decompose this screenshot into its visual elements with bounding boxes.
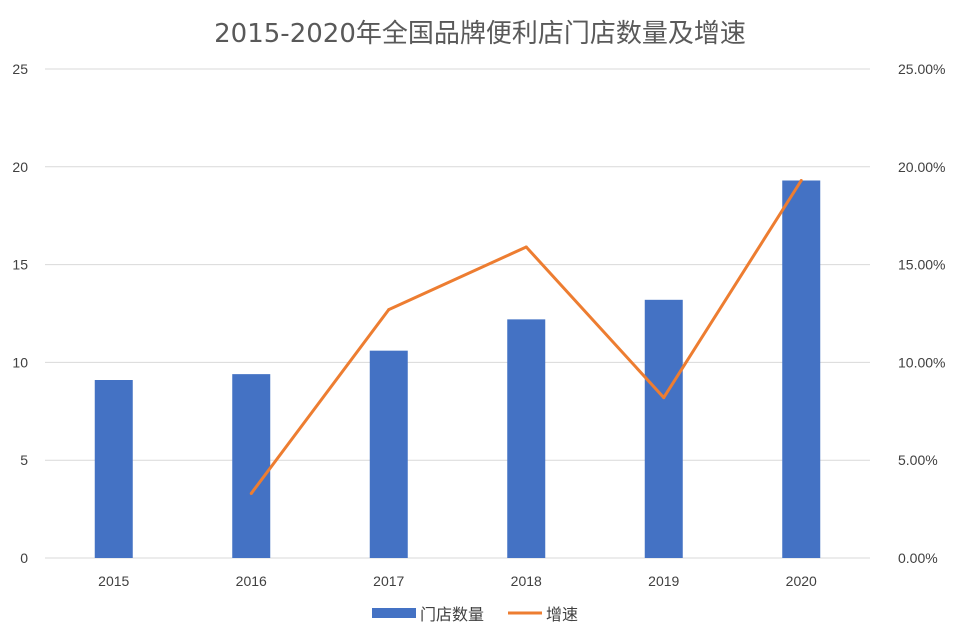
left-tick-label: 0 <box>20 550 28 566</box>
bar-series <box>94 180 821 558</box>
line-point <box>387 308 391 312</box>
line-point <box>249 491 253 495</box>
line-point <box>524 245 528 249</box>
left-tick-label: 25 <box>12 61 28 77</box>
right-tick-label: 20.00% <box>898 159 945 175</box>
x-tick-label: 2015 <box>98 573 129 589</box>
line-point <box>799 178 803 182</box>
right-tick-label: 10.00% <box>898 354 945 370</box>
x-axis-ticks: 2015 2016 2017 2018 2019 2020 <box>98 573 817 589</box>
left-tick-label: 20 <box>12 159 28 175</box>
right-tick-label: 25.00% <box>898 61 945 77</box>
bar <box>782 180 821 558</box>
bar <box>369 350 408 558</box>
right-tick-label: 5.00% <box>898 452 938 468</box>
x-tick-label: 2018 <box>511 573 542 589</box>
gridlines <box>45 68 870 559</box>
right-axis-ticks: 0.00% 5.00% 10.00% 15.00% 20.00% 25.00% <box>898 61 945 566</box>
legend: 门店数量 增速 <box>372 605 578 624</box>
chart-title: 2015-2020年全国品牌便利店门店数量及增速 <box>214 19 746 49</box>
left-tick-label: 5 <box>20 452 28 468</box>
left-tick-label: 10 <box>12 354 28 370</box>
x-tick-label: 2019 <box>648 573 679 589</box>
bar <box>232 374 271 558</box>
x-tick-label: 2020 <box>786 573 817 589</box>
legend-bar-label: 门店数量 <box>420 605 484 624</box>
left-tick-label: 15 <box>12 257 28 273</box>
legend-bar-swatch <box>372 608 416 618</box>
right-tick-label: 0.00% <box>898 550 938 566</box>
line-series <box>249 178 803 495</box>
bar <box>94 380 133 558</box>
x-tick-label: 2016 <box>236 573 267 589</box>
line-point <box>662 396 666 400</box>
bar <box>507 319 546 558</box>
legend-line-label: 增速 <box>546 605 578 624</box>
left-axis-ticks: 0 5 10 15 20 25 <box>12 61 28 566</box>
bar <box>644 299 683 558</box>
x-tick-label: 2017 <box>373 573 404 589</box>
right-tick-label: 15.00% <box>898 257 945 273</box>
